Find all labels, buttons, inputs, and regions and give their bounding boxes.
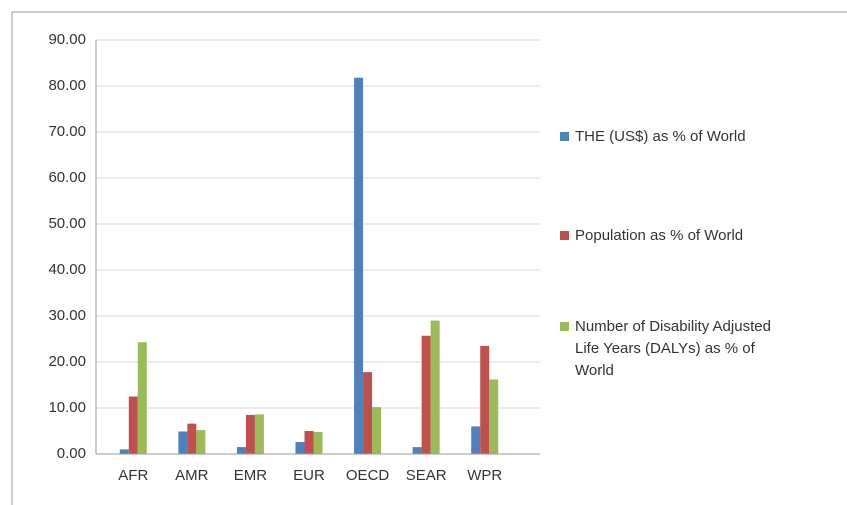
y-tick-label: 80.00	[48, 77, 86, 94]
legend-entry: Population as % of World	[560, 225, 835, 247]
legend-swatch	[560, 231, 569, 240]
bar	[128, 396, 138, 454]
bar	[489, 379, 499, 454]
y-tick-label: 40.00	[48, 261, 86, 278]
bar	[295, 442, 305, 454]
legend-label: Population as % of World	[575, 227, 744, 244]
x-tick-label: WPR	[467, 467, 502, 484]
bar	[354, 77, 364, 454]
bar	[245, 414, 255, 454]
y-tick-label: 50.00	[48, 215, 86, 232]
x-tick-label: OECD	[346, 467, 390, 484]
x-tick-label: SEAR	[406, 467, 447, 484]
bar	[254, 414, 264, 454]
bar	[421, 335, 431, 454]
bar	[304, 431, 314, 454]
y-tick-label: 90.00	[48, 31, 86, 48]
legend-label: THE (US$) as % of World	[575, 128, 746, 145]
bar	[137, 342, 147, 454]
bar	[471, 426, 481, 454]
x-tick-label: EMR	[234, 467, 268, 484]
y-tick-label: 20.00	[48, 353, 86, 370]
bar	[430, 320, 440, 454]
y-tick-label: 30.00	[48, 307, 86, 324]
x-tick-label: AMR	[175, 467, 209, 484]
x-tick-label: EUR	[293, 467, 325, 484]
x-tick-label: AFR	[118, 467, 148, 484]
y-tick-label: 0.00	[57, 445, 86, 462]
legend-label: Number of Disability Adjusted Life Years…	[575, 318, 771, 379]
bar	[187, 423, 197, 454]
legend-swatch	[560, 322, 569, 331]
y-tick-label: 70.00	[48, 123, 86, 140]
y-tick-label: 60.00	[48, 169, 86, 186]
bar	[363, 372, 373, 454]
bar	[412, 447, 422, 454]
y-tick-label: 10.00	[48, 399, 86, 416]
legend-swatch	[560, 132, 569, 141]
bar	[119, 449, 129, 454]
bar	[236, 447, 246, 454]
legend-entry: THE (US$) as % of World	[560, 126, 835, 148]
bar	[372, 407, 382, 454]
bar	[196, 430, 206, 454]
bar	[313, 431, 323, 454]
legend-entry: Number of Disability Adjusted Life Years…	[560, 316, 835, 382]
bar	[480, 345, 490, 454]
bar	[178, 431, 188, 454]
